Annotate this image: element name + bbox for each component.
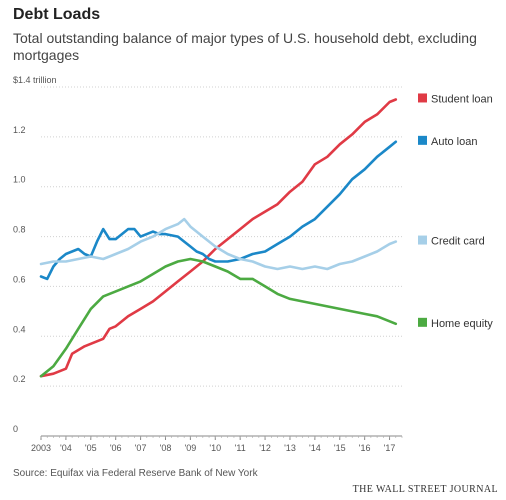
series-line-credit-card xyxy=(39,217,398,271)
axis: 0 0.2 0.4 0.6 0.8 1.0 1.2 $1.4 trillion 2003 '04 '… xyxy=(13,75,403,453)
series-line-home-equity xyxy=(39,257,398,378)
x-tick-label-14: '17 xyxy=(384,443,396,453)
legend-swatch-home-equity xyxy=(418,317,427,327)
legend: Student loan Auto loan Credit card Home equ… xyxy=(418,93,493,330)
x-tick-label-3: '06 xyxy=(110,443,122,453)
x-tick-label-12: '15 xyxy=(334,443,346,453)
y-tick-label-1: 0.2 xyxy=(13,374,26,384)
y-tick-label-3: 0.6 xyxy=(13,274,26,284)
x-tick-label-5: '08 xyxy=(160,443,172,453)
series-lines xyxy=(39,98,398,378)
legend-swatch-credit-card xyxy=(418,235,427,245)
y-tick-label-4: 0.8 xyxy=(13,225,26,235)
legend-label-home-equity: Home equity xyxy=(431,318,493,330)
x-tick-label-2: '05 xyxy=(85,443,97,453)
y-tick-label-0: 0 xyxy=(13,424,18,434)
x-tick-label-10: '13 xyxy=(284,443,296,453)
x-tick-label-9: '12 xyxy=(259,443,271,453)
y-tick-label-5: 1.0 xyxy=(13,175,26,185)
legend-swatch-student-loan xyxy=(418,93,427,103)
y-tick-label-2: 0.4 xyxy=(13,324,26,334)
legend-swatch-auto-loan xyxy=(418,135,427,145)
x-tick-label-0: 2003 xyxy=(31,443,51,453)
y-tick-label-6: 1.2 xyxy=(13,125,26,135)
chart-title: Debt Loads xyxy=(13,6,101,23)
x-tick-label-13: '16 xyxy=(359,443,371,453)
x-tick-label-6: '09 xyxy=(185,443,197,453)
x-tick-label-4: '07 xyxy=(135,443,147,453)
legend-label-credit-card: Credit card xyxy=(431,236,485,248)
x-tick-label-11: '14 xyxy=(309,443,321,453)
x-tick-label-8: '11 xyxy=(235,443,246,453)
line-chart: 0 0.2 0.4 0.6 0.8 1.0 1.2 $1.4 trillion 2003 '04 '… xyxy=(13,75,493,453)
source-note: Source: Equifax via Federal Reserve Bank… xyxy=(13,468,258,479)
y-tick-label-7: $1.4 trillion xyxy=(13,75,57,85)
x-tick-label-7: '10 xyxy=(209,443,221,453)
legend-label-student-loan: Student loan xyxy=(431,93,493,105)
x-tick-label-1: '04 xyxy=(60,443,72,453)
series-line-student-loan xyxy=(39,98,398,378)
legend-label-auto-loan: Auto loan xyxy=(431,136,477,148)
publisher-credit: THE WALL STREET JOURNAL xyxy=(352,484,498,495)
chart-subtitle: Total outstanding balance of major types… xyxy=(13,30,477,63)
